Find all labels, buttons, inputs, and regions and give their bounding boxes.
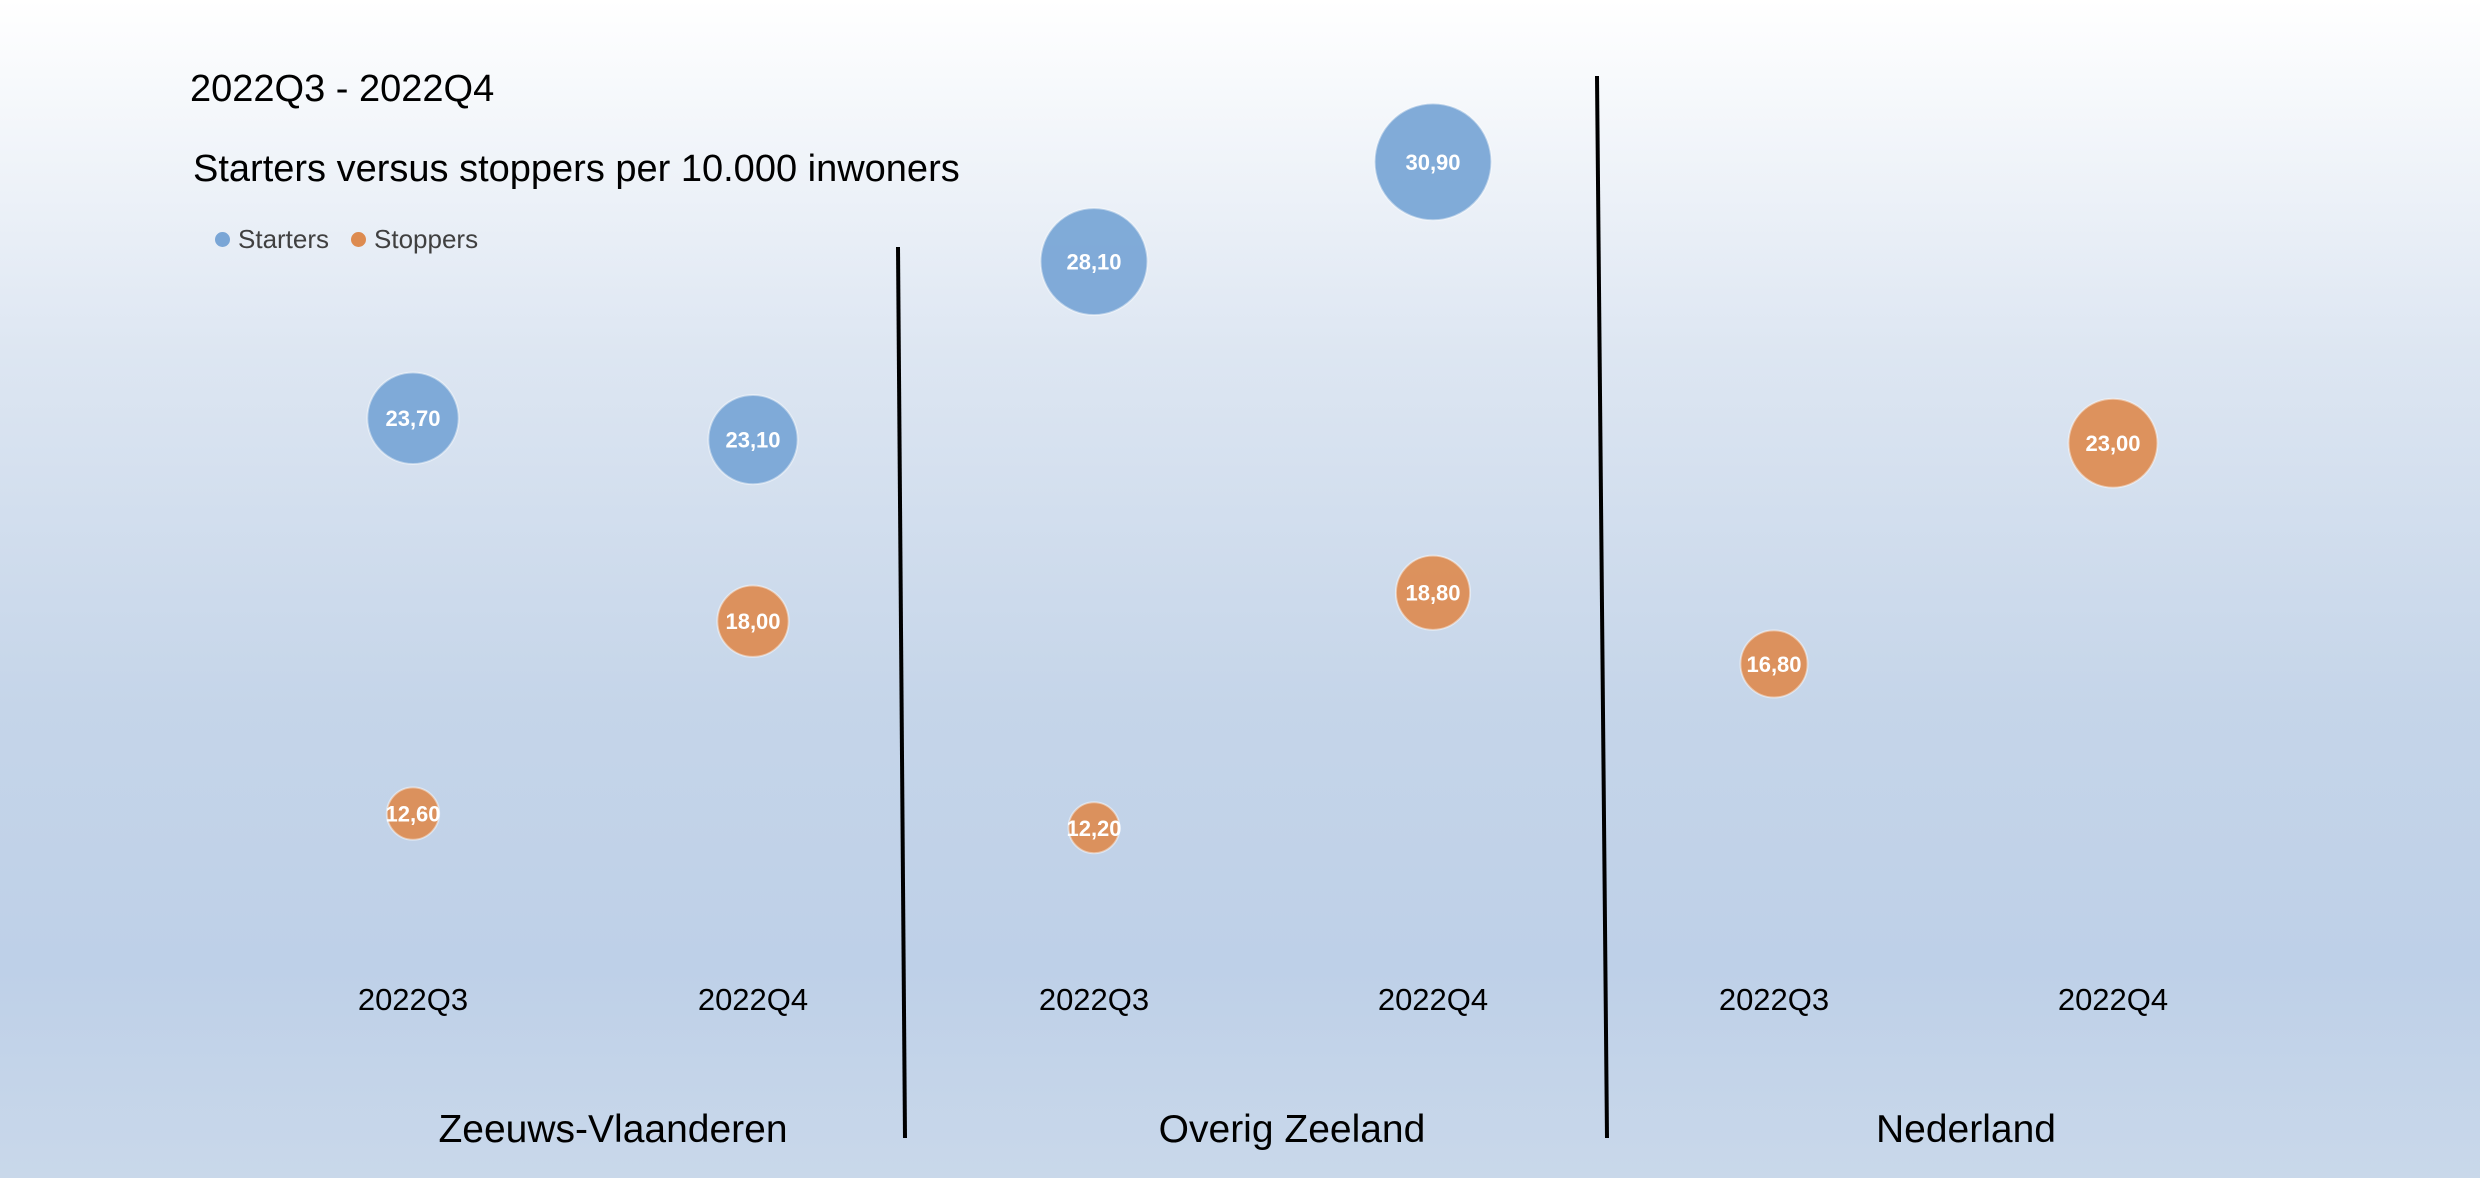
category-label-5: 2022Q3 <box>1719 982 1829 1017</box>
bubble-stoppers-1 <box>385 786 441 841</box>
legend-item-stoppers: Stoppers <box>351 224 478 255</box>
category-label-2: 2022Q4 <box>698 982 808 1017</box>
bubble-stoppers-3 <box>1067 801 1121 855</box>
legend-item-starters: Starters <box>215 224 329 255</box>
legend-stoppers-label: Stoppers <box>374 224 479 254</box>
bubble-starters-4 <box>1373 102 1493 222</box>
chart-title: Starters versus stoppers per 10.000 inwo… <box>193 148 960 190</box>
bubble-label-starters-1: 23,70 <box>385 406 440 431</box>
category-label-1: 2022Q3 <box>358 982 468 1017</box>
bubble-starters-2 <box>707 393 799 486</box>
bubble-label-starters-3: 28,10 <box>1066 250 1121 275</box>
legend-starters-label: Starters <box>238 224 330 254</box>
group-label-3: Nederland <box>1876 1108 2056 1151</box>
bubble-label-stoppers-6: 23,00 <box>2085 431 2140 456</box>
bubble-stoppers-5 <box>1739 629 1809 699</box>
bubble-starters-3 <box>1039 207 1149 317</box>
bubble-stoppers-2 <box>716 584 790 658</box>
bubble-label-stoppers-3: 12,20 <box>1066 816 1121 841</box>
category-label-4: 2022Q4 <box>1378 982 1488 1017</box>
bubble-label-stoppers-4: 18,80 <box>1405 581 1460 606</box>
bubble-label-starters-4: 30,90 <box>1405 150 1460 175</box>
legend-stoppers-marker <box>351 232 367 247</box>
chart-period: 2022Q3 - 2022Q4 <box>190 68 495 110</box>
bubble-stoppers-6 <box>2067 397 2159 489</box>
bubble-starters-1 <box>366 371 460 465</box>
bubble-label-stoppers-1: 12,60 <box>385 802 440 827</box>
bubble-label-starters-2: 23,10 <box>725 428 780 453</box>
category-label-3: 2022Q3 <box>1039 982 1149 1017</box>
group-divider-1 <box>896 246 907 1139</box>
group-divider-2 <box>1595 75 1609 1139</box>
group-label-2: Overig Zeeland <box>1159 1108 1426 1151</box>
bubble-label-stoppers-5: 16,80 <box>1746 652 1801 677</box>
bubble-stoppers-4 <box>1394 554 1472 631</box>
legend-starters-marker <box>215 232 230 247</box>
bubble-label-stoppers-2: 18,00 <box>725 609 780 634</box>
chart-legend: Starters Stoppers <box>215 224 500 255</box>
category-label-6: 2022Q4 <box>2058 982 2168 1017</box>
group-label-1: Zeeuws-Vlaanderen <box>438 1108 787 1151</box>
